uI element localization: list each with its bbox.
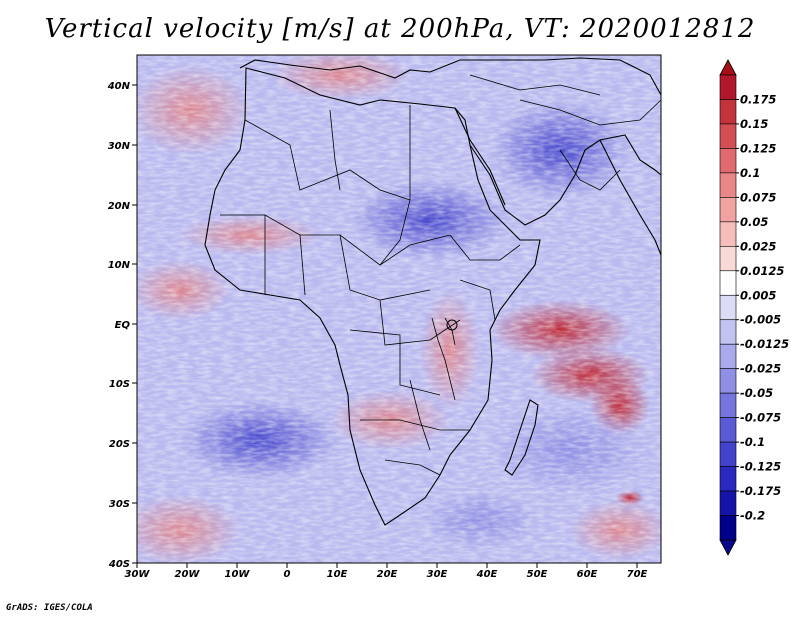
lat-label: EQ bbox=[115, 320, 131, 331]
colorbar-box bbox=[719, 441, 737, 467]
colorbar-label: -0.125 bbox=[740, 460, 781, 474]
colorbar-top-arrow bbox=[719, 59, 737, 76]
colorbar-box bbox=[719, 270, 737, 296]
colorbar-box bbox=[719, 515, 737, 541]
colorbar-box bbox=[719, 343, 737, 369]
colorbar-box bbox=[719, 319, 737, 345]
colorbar-boxes bbox=[719, 74, 737, 541]
lat-label: 30N bbox=[108, 141, 131, 152]
colorbar-box bbox=[719, 172, 737, 198]
lat-label: 20S bbox=[109, 439, 130, 450]
lon-label: 20W bbox=[175, 569, 201, 580]
colorbar-label: 0.1 bbox=[740, 166, 760, 180]
lon-label: 70E bbox=[627, 569, 648, 580]
lon-labels: 30W 20W 10W 0 10E 20E 30E 40E 50E 60E 70… bbox=[125, 569, 648, 580]
lon-label: 10E bbox=[327, 569, 348, 580]
colorbar-box bbox=[719, 490, 737, 516]
colorbar-label: -0.025 bbox=[740, 362, 781, 376]
colorbar-box bbox=[719, 294, 737, 321]
colorbar-box bbox=[719, 148, 737, 174]
colorbar-label: -0.2 bbox=[740, 509, 765, 523]
colorbar-box bbox=[719, 123, 737, 149]
axis-ticks bbox=[132, 84, 638, 568]
colorbar-box bbox=[719, 417, 737, 443]
lon-label: 10W bbox=[225, 569, 251, 580]
colorbar-label: -0.005 bbox=[740, 313, 781, 327]
lon-label: 60E bbox=[577, 569, 598, 580]
colorbar-box bbox=[719, 99, 737, 125]
lake-victoria bbox=[446, 319, 458, 331]
lon-label: 20E bbox=[377, 569, 398, 580]
colorbar-label: -0.05 bbox=[740, 386, 773, 400]
lon-label: 50E bbox=[527, 569, 548, 580]
red-sea bbox=[454, 107, 506, 206]
colorbar-label: 0.0125 bbox=[740, 264, 784, 278]
colorbar-label: 0.15 bbox=[740, 117, 768, 131]
colorbar-bottom-arrow bbox=[719, 539, 737, 556]
colorbar-label: 0.175 bbox=[740, 92, 776, 106]
africa-coastline bbox=[204, 67, 541, 526]
colorbar-label: 0.075 bbox=[740, 190, 776, 204]
lat-label: 10N bbox=[108, 260, 131, 271]
map-figure: 30W 20W 10W 0 10E 20E 30E 40E 50E 60E 70… bbox=[107, 54, 789, 580]
colorbar-box bbox=[719, 368, 737, 394]
colorbar-label: -0.0125 bbox=[740, 337, 789, 351]
colorbar-box bbox=[719, 221, 737, 247]
colorbar-box bbox=[719, 466, 737, 492]
madagascar bbox=[504, 399, 539, 476]
lon-label: 30W bbox=[125, 569, 151, 580]
colorbar-label: -0.1 bbox=[740, 435, 765, 449]
lon-label: 40E bbox=[476, 569, 498, 580]
lon-label: 30E bbox=[427, 569, 448, 580]
colorbar-label: -0.075 bbox=[740, 411, 781, 425]
map-frame bbox=[136, 54, 662, 564]
lat-labels: 40N 30N 20N 10N EQ 10S 20S 30S 40S bbox=[107, 81, 131, 570]
lat-label: 20N bbox=[108, 201, 131, 212]
colorbar-box bbox=[719, 392, 737, 418]
lon-label: 0 bbox=[284, 569, 291, 580]
velocity-field bbox=[137, 55, 661, 563]
map-title: Vertical velocity [m/s] at 200hPa, VT: 2… bbox=[44, 14, 756, 44]
colorbar-label: 0.025 bbox=[740, 239, 776, 253]
colorbar: 0.175 0.15 0.125 0.1 0.075 0.05 0.025 0.0125 0.0… bbox=[719, 59, 789, 556]
lat-label: 40N bbox=[107, 81, 131, 92]
lat-label: 40S bbox=[108, 559, 130, 570]
lat-label: 10S bbox=[109, 379, 130, 390]
colorbar-label: 0.125 bbox=[740, 141, 776, 155]
colorbar-box bbox=[719, 74, 737, 100]
colorbar-label: -0.175 bbox=[740, 484, 781, 498]
lat-label: 30S bbox=[109, 499, 130, 510]
colorbar-labels: 0.175 0.15 0.125 0.1 0.075 0.05 0.025 0.0125 0.0… bbox=[736, 92, 789, 523]
mediterranean-north bbox=[239, 57, 661, 96]
colorbar-box bbox=[719, 246, 737, 272]
coastlines bbox=[204, 57, 661, 526]
india-coast bbox=[599, 139, 661, 256]
country-borders bbox=[220, 74, 661, 476]
colorbar-box bbox=[719, 197, 737, 223]
footer-credit: GrADS: IGES/COLA bbox=[6, 603, 93, 613]
colorbar-label: 0.05 bbox=[740, 215, 768, 229]
arabian-coast bbox=[469, 134, 661, 226]
colorbar-label: 0.005 bbox=[740, 288, 776, 302]
